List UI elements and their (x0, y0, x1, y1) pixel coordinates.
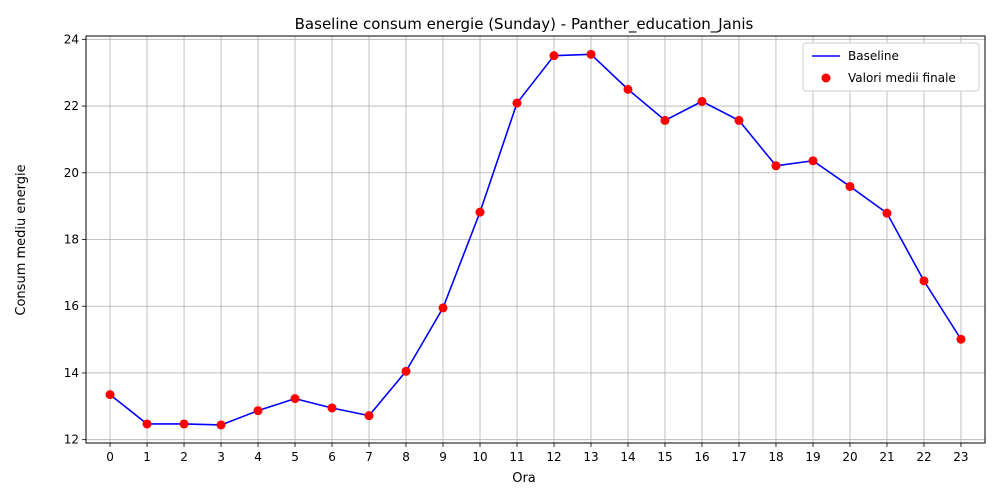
y-tick-label: 12 (64, 433, 79, 447)
x-tick-label: 22 (916, 450, 931, 464)
x-axis: 0 1 2 3 4 5 6 7 8 9 10 11 12 13 14 15 16 17 18 19 20 21 22 23 (106, 443, 969, 464)
x-tick-label: 13 (583, 450, 598, 464)
y-axis-label: Consum mediu energie (14, 164, 29, 315)
legend-label-baseline: Baseline (848, 49, 899, 63)
data-point (401, 366, 411, 376)
data-point (956, 334, 966, 344)
data-point (734, 115, 744, 125)
data-point (216, 420, 226, 430)
x-tick-label: 3 (217, 450, 225, 464)
data-point (845, 181, 855, 191)
x-tick-label: 21 (879, 450, 894, 464)
series-baseline (109, 53, 962, 426)
x-tick-label: 23 (953, 450, 968, 464)
data-point (549, 51, 559, 61)
x-tick-label: 7 (365, 450, 373, 464)
data-point (475, 207, 485, 217)
data-point (179, 419, 189, 429)
x-tick-label: 19 (805, 450, 820, 464)
data-point (623, 84, 633, 94)
data-point (919, 276, 929, 286)
data-point (105, 390, 115, 400)
data-point (586, 49, 596, 59)
x-tick-label: 20 (842, 450, 857, 464)
x-tick-label: 15 (657, 450, 672, 464)
data-point (882, 208, 892, 218)
data-point (253, 406, 263, 416)
x-tick-label: 12 (546, 450, 561, 464)
data-point (697, 96, 707, 106)
legend-box (802, 42, 980, 92)
y-tick-label: 24 (64, 32, 79, 46)
data-point (438, 303, 448, 313)
x-tick-label: 11 (509, 450, 524, 464)
legend-marker-swatch (821, 73, 831, 83)
series-valori-medii (105, 49, 966, 430)
x-tick-label: 9 (439, 450, 447, 464)
x-tick-label: 18 (768, 450, 783, 464)
y-tick-label: 14 (64, 366, 79, 380)
data-point (512, 98, 522, 108)
data-point (771, 161, 781, 171)
y-axis: 12 14 16 18 20 22 24 (64, 32, 86, 447)
x-tick-label: 6 (328, 450, 336, 464)
x-tick-label: 14 (620, 450, 635, 464)
x-tick-label: 4 (254, 450, 262, 464)
x-tick-label: 1 (143, 450, 151, 464)
y-tick-label: 18 (64, 233, 79, 247)
chart-title: Baseline consum energie (Sunday) - Panth… (295, 15, 754, 34)
data-point (290, 394, 300, 404)
x-tick-label: 17 (731, 450, 746, 464)
legend-label-points: Valori medii finale (848, 71, 956, 85)
x-tick-label: 8 (402, 450, 410, 464)
grid (86, 36, 985, 443)
data-point (660, 115, 670, 125)
data-point (364, 411, 374, 421)
x-tick-label: 5 (291, 450, 299, 464)
data-point (327, 403, 337, 413)
y-tick-label: 16 (64, 299, 79, 313)
y-tick-label: 20 (64, 166, 79, 180)
x-tick-label: 0 (106, 450, 114, 464)
y-tick-label: 22 (64, 99, 79, 113)
baseline-line (109, 53, 962, 426)
x-tick-label: 10 (472, 450, 487, 464)
data-point (808, 156, 818, 166)
x-tick-label: 2 (180, 450, 188, 464)
x-axis-label: Ora (512, 471, 536, 486)
data-point (142, 419, 152, 429)
legend: Baseline Valori medii finale (802, 42, 980, 92)
x-tick-label: 16 (694, 450, 709, 464)
